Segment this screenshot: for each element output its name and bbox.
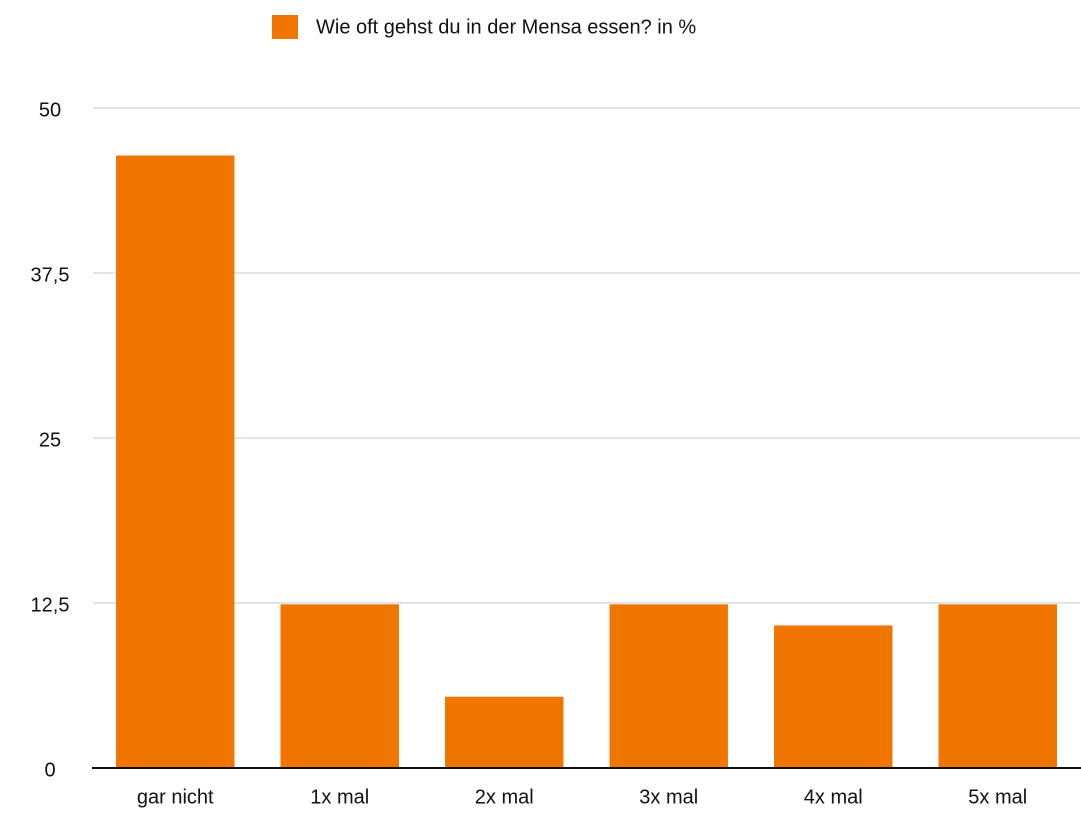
x-tick-label: 4x mal	[804, 786, 863, 808]
x-tick-label: gar nicht	[137, 786, 214, 808]
legend-swatch	[272, 15, 298, 39]
x-tick-label: 1x mal	[310, 786, 369, 808]
y-tick-label: 0	[44, 759, 55, 781]
legend-label: Wie oft gehst du in der Mensa essen? in …	[316, 16, 696, 38]
bar	[609, 604, 728, 768]
y-tick-label: 12,5	[31, 594, 70, 616]
bar	[938, 604, 1057, 768]
y-tick-label: 37,5	[31, 264, 70, 286]
bar	[445, 696, 564, 768]
legend: Wie oft gehst du in der Mensa essen? in …	[272, 15, 696, 39]
x-tick-label: 3x mal	[639, 786, 698, 808]
y-tick-label: 25	[39, 429, 61, 451]
y-tick-label: 50	[39, 99, 61, 121]
bar	[280, 604, 399, 768]
x-tick-label: 2x mal	[475, 786, 534, 808]
x-tick-label: 5x mal	[968, 786, 1027, 808]
bar	[116, 155, 235, 768]
bar	[774, 625, 893, 768]
